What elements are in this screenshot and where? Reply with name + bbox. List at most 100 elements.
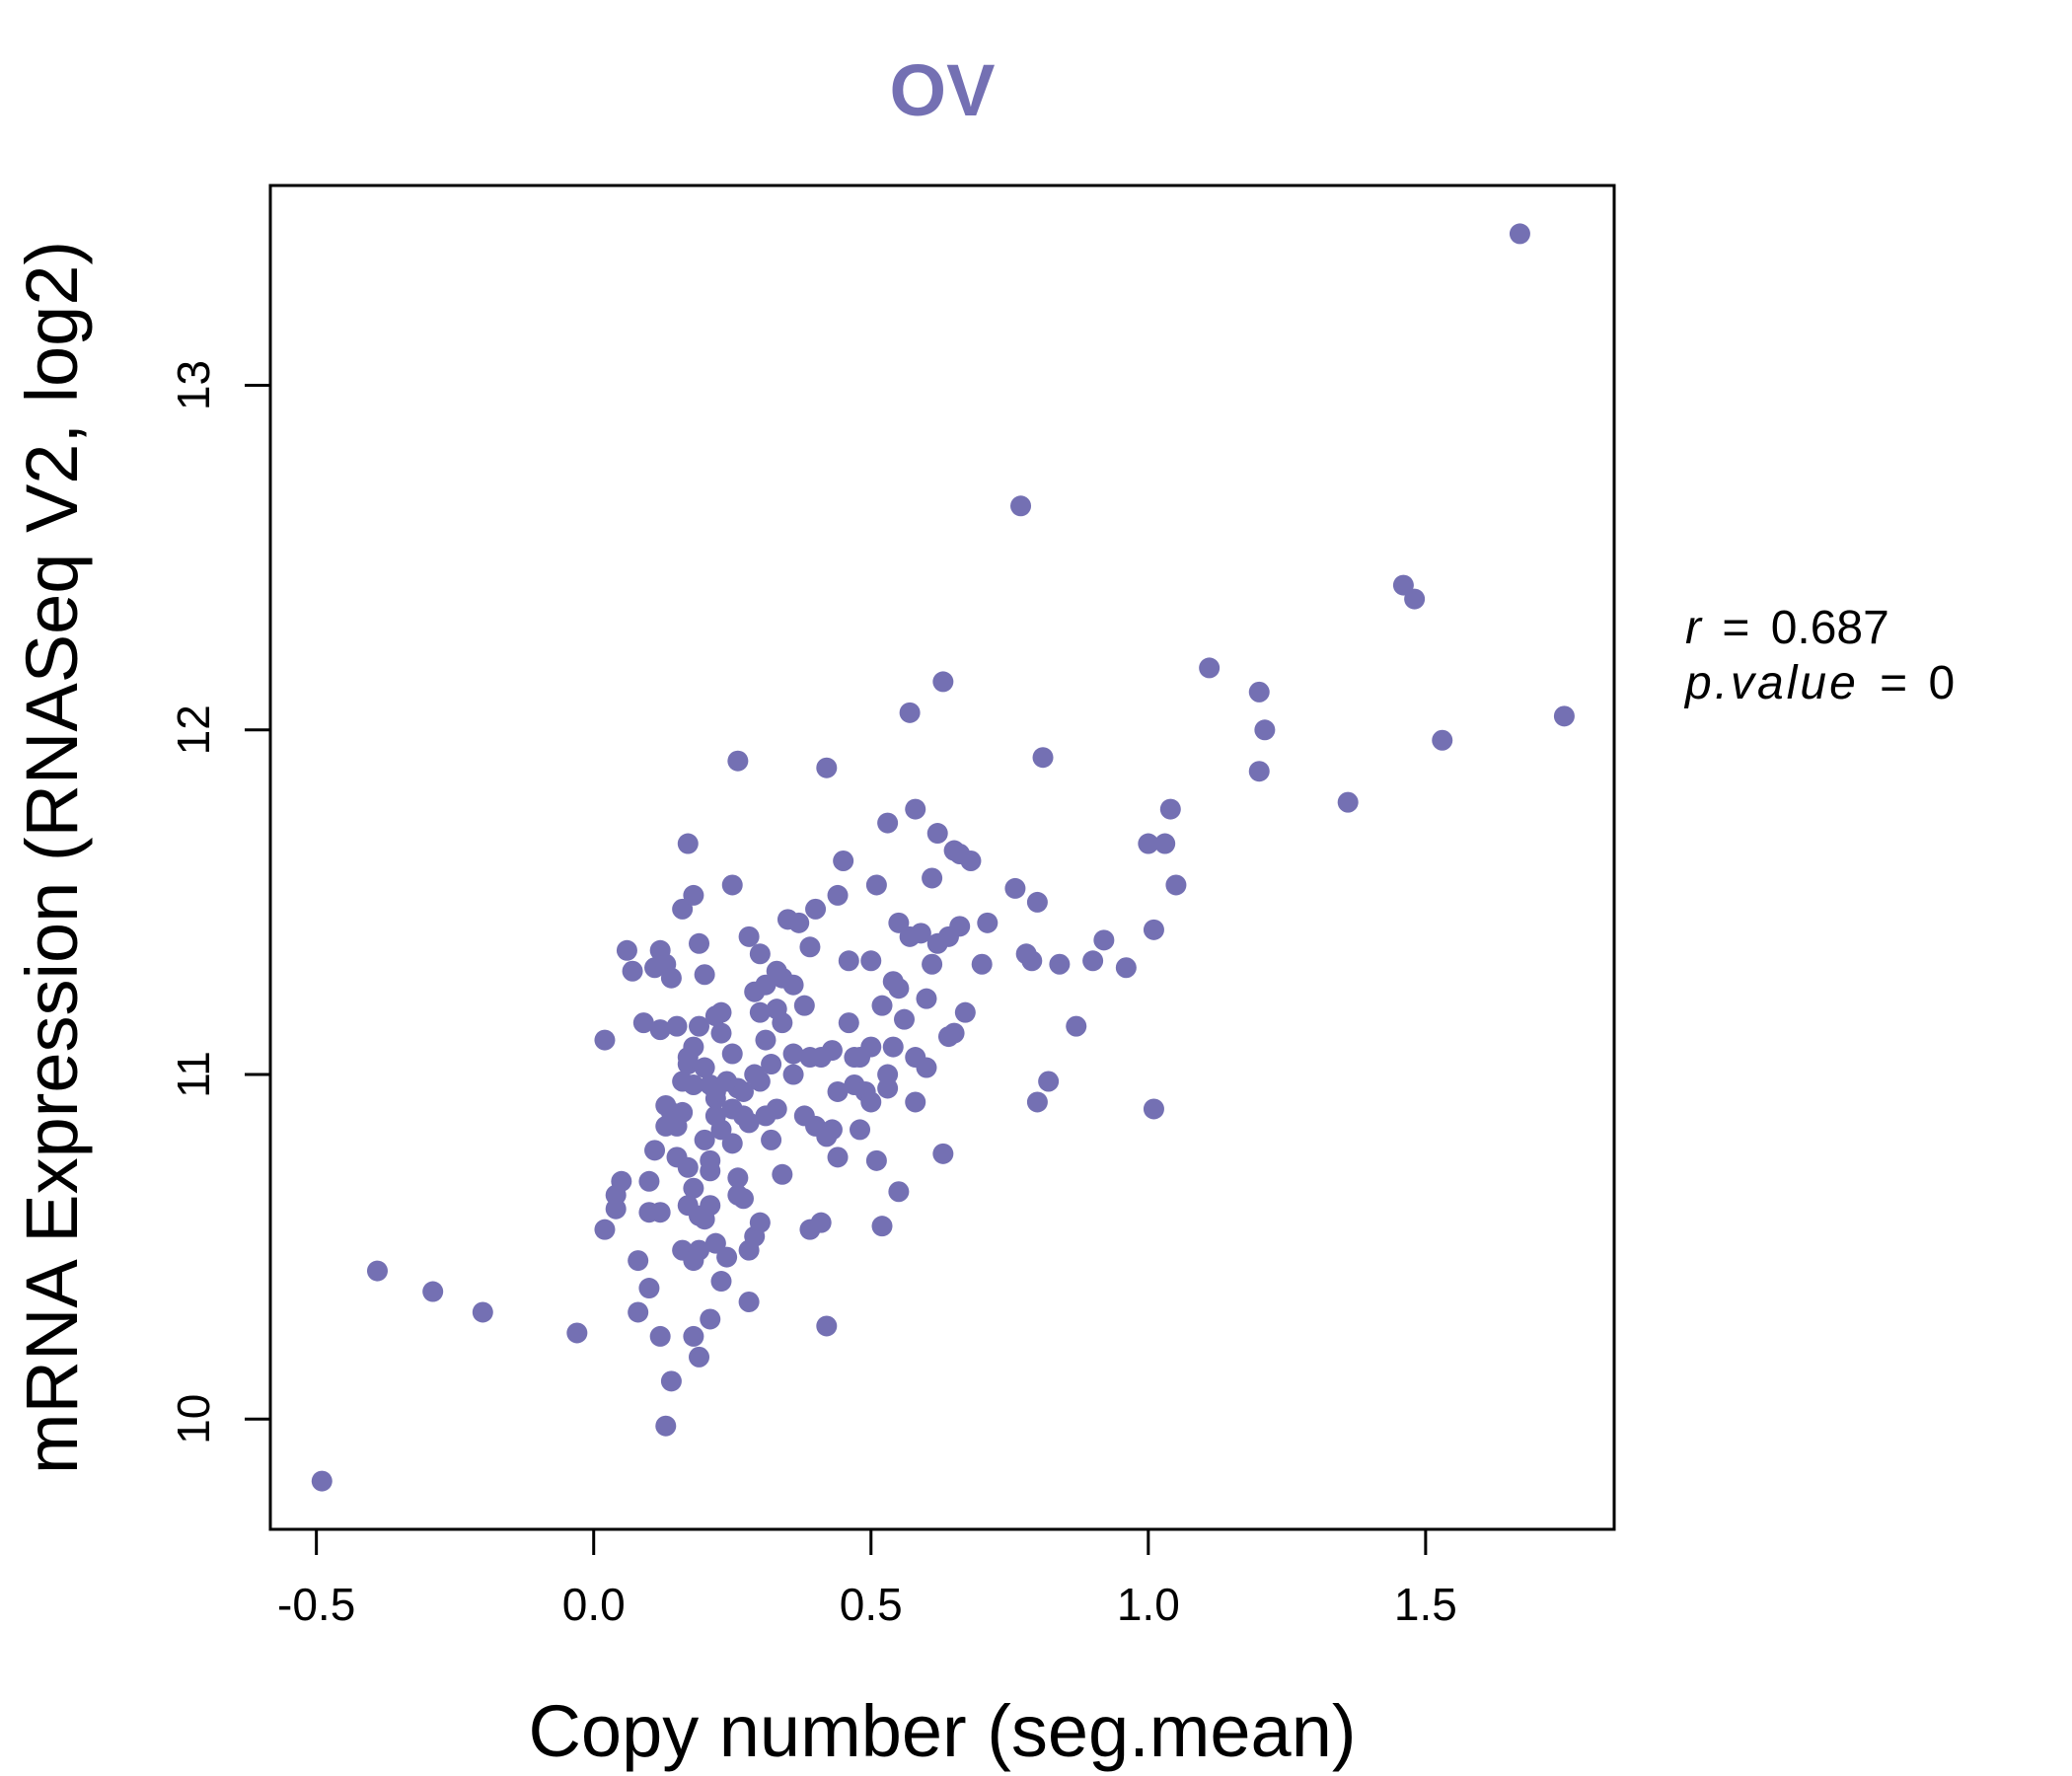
- data-point: [611, 1170, 632, 1192]
- data-point: [761, 1129, 782, 1150]
- data-point: [716, 1246, 738, 1268]
- data-point: [683, 884, 704, 906]
- data-point: [810, 1212, 832, 1233]
- r-equals: =: [1722, 602, 1749, 654]
- data-point: [772, 1012, 793, 1034]
- data-point: [700, 1195, 721, 1217]
- r-value: 0.687: [1771, 602, 1889, 654]
- data-point: [1082, 950, 1104, 972]
- data-point: [1115, 957, 1137, 979]
- data-point: [766, 1098, 787, 1120]
- data-point: [932, 1143, 954, 1164]
- data-point: [422, 1281, 444, 1302]
- data-point: [749, 1001, 771, 1023]
- x-tick-label: 1.5: [1394, 1579, 1457, 1630]
- data-point: [877, 1064, 899, 1085]
- data-point: [694, 1057, 715, 1078]
- x-tick-label: 0.5: [840, 1579, 903, 1630]
- data-point: [1143, 1098, 1164, 1120]
- x-axis-label: Copy number (seg.mean): [528, 1690, 1356, 1772]
- x-tick-label: -0.5: [277, 1579, 355, 1630]
- data-point: [566, 1322, 588, 1344]
- data-point: [793, 995, 815, 1016]
- data-point: [926, 932, 948, 954]
- data-point: [1021, 950, 1043, 972]
- data-point: [977, 912, 999, 933]
- data-point: [888, 1181, 910, 1203]
- data-point: [805, 898, 827, 920]
- data-point: [738, 1239, 760, 1261]
- data-point: [838, 1012, 859, 1034]
- data-point: [1199, 657, 1221, 679]
- data-point: [827, 1147, 849, 1168]
- data-point: [865, 1149, 887, 1171]
- data-point: [922, 953, 943, 975]
- data-point: [827, 884, 849, 906]
- data-point: [1093, 929, 1115, 951]
- data-point: [960, 850, 982, 871]
- data-point: [1254, 719, 1276, 741]
- data-point: [799, 936, 821, 958]
- data-point: [761, 1054, 782, 1075]
- data-point: [1509, 223, 1530, 245]
- data-point: [655, 1415, 677, 1437]
- data-point: [1004, 877, 1026, 899]
- data-point: [738, 925, 760, 947]
- data-point: [1138, 833, 1159, 854]
- data-point: [738, 1292, 760, 1313]
- data-point: [710, 1271, 732, 1293]
- data-point: [683, 1177, 704, 1199]
- data-point: [1248, 681, 1270, 703]
- data-point: [905, 798, 926, 820]
- data-point: [700, 1149, 721, 1171]
- data-point: [622, 960, 643, 982]
- data-point: [732, 1080, 754, 1102]
- data-point: [1432, 729, 1453, 751]
- data-point: [877, 812, 899, 834]
- data-point: [628, 1250, 649, 1272]
- data-point: [694, 1129, 715, 1150]
- data-point: [649, 1202, 671, 1223]
- data-point: [755, 974, 777, 996]
- data-point: [1404, 588, 1426, 610]
- data-point: [821, 1040, 843, 1062]
- data-point: [638, 1278, 660, 1299]
- y-tick-label: 11: [168, 1051, 219, 1098]
- plot-frame: [268, 184, 1616, 1531]
- data-point: [916, 988, 937, 1009]
- data-point: [677, 1047, 699, 1069]
- data-point: [677, 1156, 699, 1178]
- data-point: [865, 874, 887, 896]
- data-point: [782, 974, 804, 996]
- data-point: [700, 1308, 721, 1330]
- chart-title: OV: [890, 49, 996, 131]
- data-point: [683, 1073, 704, 1095]
- data-point: [689, 932, 710, 954]
- data-point: [1026, 891, 1048, 913]
- data-point: [1143, 919, 1164, 940]
- data-point: [888, 912, 910, 933]
- stats-annotation: r = 0.687 p.value = 0: [1683, 602, 1955, 709]
- data-point: [1159, 798, 1181, 820]
- y-axis-label: mRNA Expression (RNASeq V2, log2): [11, 241, 93, 1474]
- data-point: [677, 833, 699, 854]
- x-tick-label: 1.0: [1117, 1579, 1180, 1630]
- data-point: [816, 757, 838, 778]
- data-point: [971, 953, 993, 975]
- data-point: [1026, 1091, 1048, 1113]
- data-point: [1049, 953, 1071, 975]
- data-point: [749, 943, 771, 965]
- data-point: [727, 1167, 749, 1189]
- data-point: [954, 1001, 976, 1023]
- data-point: [311, 1470, 333, 1492]
- data-point: [649, 1325, 671, 1347]
- p-stat: p.value = 0: [1683, 657, 1955, 709]
- data-point: [616, 939, 637, 961]
- data-point: [1032, 747, 1054, 769]
- data-point: [694, 964, 715, 986]
- data-point: [1066, 1015, 1087, 1037]
- data-point: [1392, 574, 1414, 596]
- data-point: [721, 874, 743, 896]
- data-point: [882, 1036, 904, 1058]
- data-point: [766, 960, 787, 982]
